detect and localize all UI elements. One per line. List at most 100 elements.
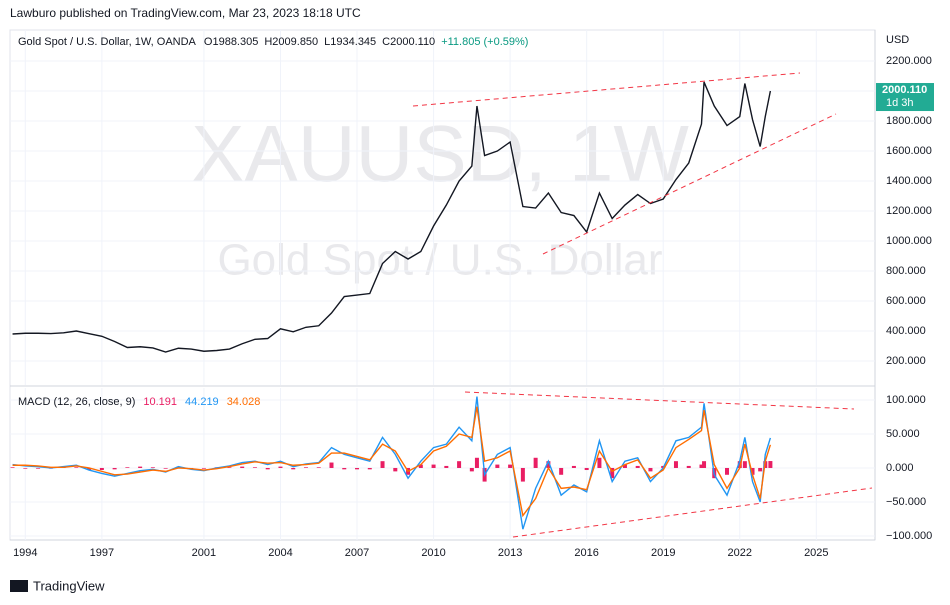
histogram-bar [622, 464, 627, 468]
currency: USD [886, 34, 909, 46]
histogram-bar [316, 467, 321, 468]
histogram-bar [99, 467, 104, 471]
y-tick-label: 1000.000 [886, 235, 932, 247]
histogram-bar [393, 467, 398, 472]
histogram-bar [303, 467, 308, 468]
histogram-bar [725, 467, 730, 475]
plot: 200.000 400.000 600.000 800.000 1000.000 1200… [10, 30, 932, 559]
trendline [464, 391, 855, 410]
x-tick-label: 2010 [421, 547, 445, 559]
hist-value: 10.191 [143, 396, 177, 408]
publisher: Lawburo published on TradingView.com, Ma… [10, 6, 361, 20]
x-tick-label: 2004 [268, 547, 292, 559]
price-tag-box [876, 83, 934, 112]
series-line [12, 81, 772, 353]
histogram-bar [533, 457, 538, 468]
price-tag: 2000.110 1d 3h [876, 83, 934, 112]
histogram-bar [750, 467, 755, 475]
signal-value: 34.028 [227, 396, 261, 408]
x-tick-label: 1997 [90, 547, 114, 559]
histogram-bar [702, 461, 707, 468]
x-tick-label: 2007 [345, 547, 369, 559]
histogram-bar [495, 464, 500, 468]
histogram-bar [474, 457, 479, 468]
x-tick-label: 1994 [13, 547, 37, 559]
histogram-bar [240, 466, 245, 468]
ohlc-high: H2009.850 [264, 36, 318, 48]
y-tick-label: 800.000 [886, 265, 926, 277]
histogram-bar [10, 467, 15, 468]
histogram-bar [571, 465, 576, 468]
histogram-bar [380, 461, 385, 468]
histogram-bar [742, 461, 747, 468]
ohlc-low: L1934.345 [324, 36, 376, 48]
histogram-bar [469, 467, 474, 472]
histogram-bar [559, 467, 564, 475]
histogram-bar [265, 467, 270, 470]
x-tick-label: 2001 [192, 547, 216, 559]
y-tick-label: 1200.000 [886, 205, 932, 217]
histogram-bar [112, 467, 117, 470]
x-tick-label: 2022 [728, 547, 752, 559]
symbol: Gold Spot / U.S. Dollar, 1W, OANDA [18, 36, 197, 48]
y-tick-label: 50.000 [886, 428, 920, 440]
x-tick-label: 2016 [574, 547, 598, 559]
y-tick-label: 1400.000 [886, 175, 932, 187]
histogram-bar [444, 465, 449, 468]
trendlines [412, 72, 873, 538]
y-tick-label: 0.000 [886, 462, 914, 474]
x-tick-label: 2025 [804, 547, 828, 559]
watermark: XAUUSD, 1W [191, 109, 689, 198]
series-line [12, 406, 772, 518]
histogram-bar [431, 464, 436, 468]
histogram-bar [673, 461, 678, 468]
histogram-bar [418, 464, 423, 468]
y-tick-label: −100.000 [886, 530, 932, 542]
histogram-bar [768, 461, 773, 468]
histogram-bar [546, 461, 551, 468]
logo [10, 580, 28, 592]
histogram-bar [252, 467, 257, 468]
histogram-bar [648, 467, 653, 472]
trendline [512, 487, 873, 538]
histogram-bar [699, 464, 704, 468]
histogram-bar [342, 467, 347, 470]
watermark-sub: Gold Spot / U.S. Dollar [217, 236, 662, 285]
histogram-bar [686, 465, 691, 468]
histogram-bar [508, 464, 513, 468]
histogram-bar [457, 461, 462, 468]
histogram-bar [201, 467, 206, 469]
y-tick-label: 2200.000 [886, 55, 932, 67]
histogram-bar [329, 462, 334, 468]
macd-value: 44.219 [185, 396, 219, 408]
histogram-bar [163, 467, 168, 469]
y-tick-label: −50.000 [886, 496, 926, 508]
histogram-bar [36, 467, 41, 469]
histogram-bar [125, 467, 130, 468]
x-tick-label: 2013 [498, 547, 522, 559]
histogram-bar [635, 465, 640, 468]
histogram-bar [87, 467, 92, 471]
y-tick-label: 400.000 [886, 325, 926, 337]
y-tick-label: 600.000 [886, 295, 926, 307]
histogram-bar [520, 467, 525, 482]
histogram-bar [138, 466, 143, 468]
histogram-bar [278, 466, 283, 468]
histogram-bar [758, 467, 763, 472]
histogram-bar [150, 467, 155, 468]
histogram-bar [610, 467, 615, 479]
histogram-bar [23, 467, 28, 469]
series-line [12, 396, 772, 530]
macd-title: MACD (12, 26, close, 9) [18, 396, 135, 408]
ohlc-change: +11.805 (+0.59%) [441, 36, 528, 48]
histogram-bar [227, 467, 232, 468]
histogram-bar [584, 467, 589, 471]
ohlc-open: O1988.305 [204, 36, 258, 48]
y-tick-label: 1800.000 [886, 115, 932, 127]
x-tick-label: 2019 [651, 547, 675, 559]
histogram-bar [737, 461, 742, 468]
histogram-bar [74, 467, 79, 468]
y-tick-label: 200.000 [886, 355, 926, 367]
trendline [412, 72, 801, 107]
